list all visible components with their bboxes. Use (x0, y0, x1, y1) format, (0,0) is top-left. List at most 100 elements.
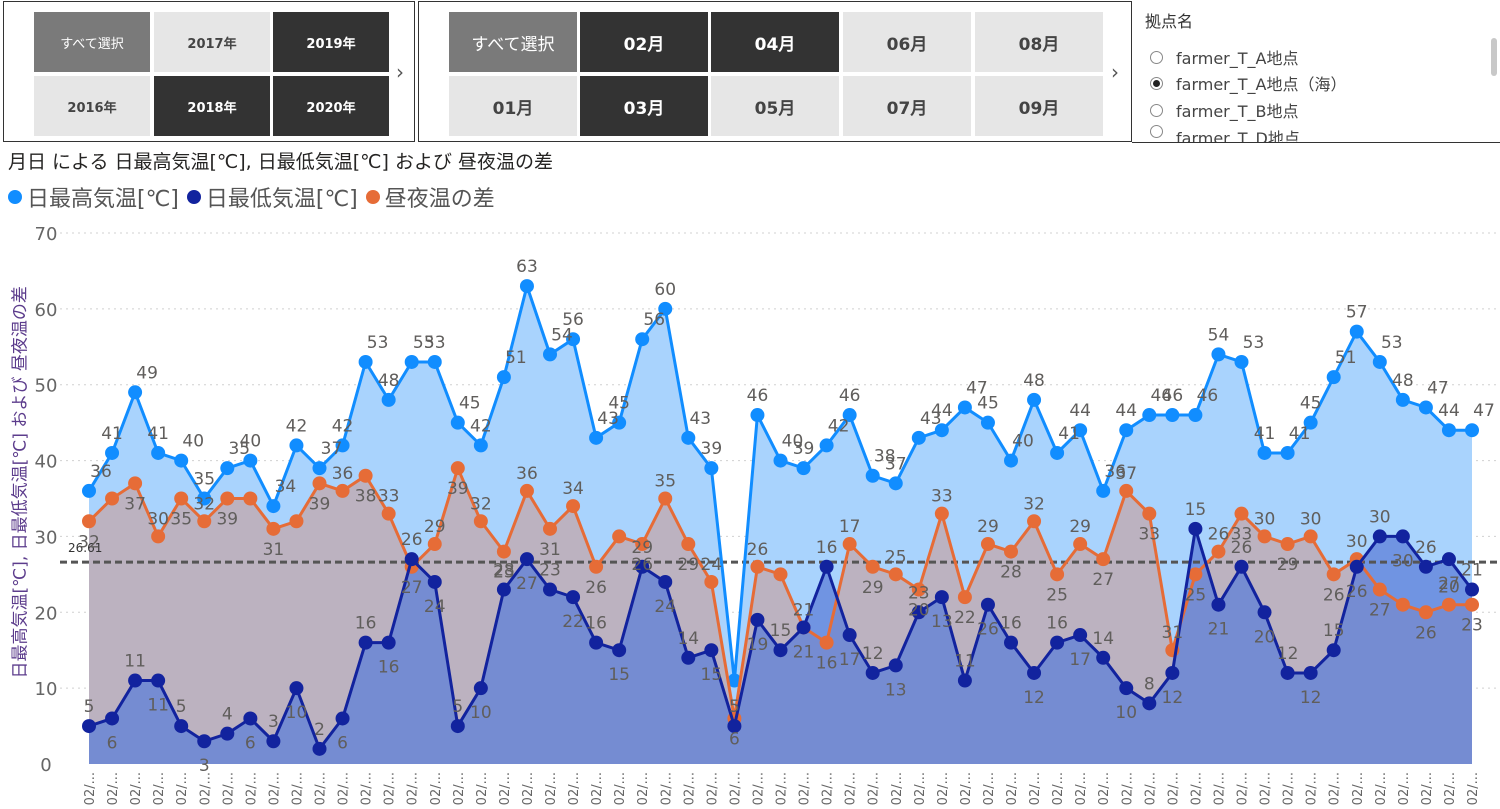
data-point[interactable] (958, 590, 972, 604)
data-point[interactable] (1211, 598, 1225, 612)
data-point[interactable] (1396, 598, 1410, 612)
radio-icon[interactable] (1150, 125, 1163, 138)
data-point[interactable] (336, 711, 350, 725)
data-point[interactable] (1373, 583, 1387, 597)
data-point[interactable] (1165, 666, 1179, 680)
data-point[interactable] (1211, 347, 1225, 361)
data-point[interactable] (1119, 484, 1133, 498)
data-point[interactable] (1235, 560, 1249, 574)
data-point[interactable] (566, 499, 580, 513)
data-point[interactable] (105, 446, 119, 460)
data-point[interactable] (1258, 529, 1272, 543)
data-point[interactable] (889, 567, 903, 581)
data-point[interactable] (1073, 537, 1087, 551)
data-point[interactable] (359, 469, 373, 483)
data-point[interactable] (220, 461, 234, 475)
data-point[interactable] (313, 742, 327, 756)
month-tile-04月[interactable]: 04月 (711, 12, 839, 72)
month-tile-08月[interactable]: 08月 (975, 12, 1103, 72)
data-point[interactable] (451, 416, 465, 430)
data-point[interactable] (750, 613, 764, 627)
data-point[interactable] (497, 370, 511, 384)
data-point[interactable] (1004, 636, 1018, 650)
data-point[interactable] (981, 537, 995, 551)
data-point[interactable] (428, 575, 442, 589)
data-point[interactable] (1327, 370, 1341, 384)
data-point[interactable] (359, 636, 373, 650)
legend-item-diff[interactable]: 昼夜温の差 (366, 181, 495, 213)
data-point[interactable] (1188, 567, 1202, 581)
month-tile-02月[interactable]: 02月 (580, 12, 708, 72)
data-point[interactable] (128, 385, 142, 399)
data-point[interactable] (750, 560, 764, 574)
data-point[interactable] (382, 393, 396, 407)
data-point[interactable] (151, 529, 165, 543)
year-tile-2019年[interactable]: 2019年 (273, 12, 389, 72)
data-point[interactable] (589, 636, 603, 650)
data-point[interactable] (336, 484, 350, 498)
data-point[interactable] (1027, 393, 1041, 407)
data-point[interactable] (151, 446, 165, 460)
data-point[interactable] (174, 492, 188, 506)
data-point[interactable] (1442, 552, 1456, 566)
data-point[interactable] (359, 355, 373, 369)
data-point[interactable] (704, 461, 718, 475)
data-point[interactable] (451, 719, 465, 733)
data-point[interactable] (1073, 628, 1087, 642)
data-point[interactable] (1142, 408, 1156, 422)
data-point[interactable] (889, 476, 903, 490)
data-point[interactable] (1050, 636, 1064, 650)
data-point[interactable] (497, 583, 511, 597)
location-option[interactable]: farmer_T_B地点 (1150, 98, 1299, 122)
data-point[interactable] (566, 590, 580, 604)
data-point[interactable] (266, 522, 280, 536)
location-option[interactable]: farmer_T_A地点 (1150, 45, 1298, 69)
data-point[interactable] (474, 438, 488, 452)
data-point[interactable] (197, 734, 211, 748)
data-point[interactable] (958, 400, 972, 414)
data-point[interactable] (889, 658, 903, 672)
data-point[interactable] (797, 461, 811, 475)
data-point[interactable] (428, 355, 442, 369)
data-point[interactable] (243, 711, 257, 725)
data-point[interactable] (428, 537, 442, 551)
data-point[interactable] (843, 537, 857, 551)
data-point[interactable] (866, 469, 880, 483)
data-point[interactable] (704, 643, 718, 657)
data-point[interactable] (704, 575, 718, 589)
data-point[interactable] (1050, 446, 1064, 460)
data-point[interactable] (1465, 423, 1479, 437)
data-point[interactable] (220, 492, 234, 506)
data-point[interactable] (1142, 696, 1156, 710)
legend-item-max[interactable]: 日最高気温[℃] (8, 181, 179, 213)
data-point[interactable] (681, 651, 695, 665)
month-tile-06月[interactable]: 06月 (843, 12, 971, 72)
location-scrollbar[interactable] (1491, 38, 1497, 76)
data-point[interactable] (1304, 529, 1318, 543)
data-point[interactable] (174, 454, 188, 468)
location-option[interactable]: farmer_T_A地点（海） (1150, 71, 1346, 95)
data-point[interactable] (1373, 355, 1387, 369)
data-point[interactable] (1419, 400, 1433, 414)
data-point[interactable] (382, 636, 396, 650)
year-tile-2018年[interactable]: 2018年 (154, 76, 270, 136)
data-point[interactable] (1442, 423, 1456, 437)
data-point[interactable] (843, 628, 857, 642)
data-point[interactable] (774, 567, 788, 581)
data-point[interactable] (1142, 507, 1156, 521)
data-point[interactable] (1119, 681, 1133, 695)
data-point[interactable] (474, 514, 488, 528)
data-point[interactable] (289, 681, 303, 695)
data-point[interactable] (1350, 560, 1364, 574)
data-point[interactable] (220, 727, 234, 741)
data-point[interactable] (820, 636, 834, 650)
data-point[interactable] (82, 719, 96, 733)
data-point[interactable] (474, 681, 488, 695)
data-point[interactable] (866, 560, 880, 574)
data-point[interactable] (935, 590, 949, 604)
data-point[interactable] (935, 507, 949, 521)
data-point[interactable] (1373, 529, 1387, 543)
data-point[interactable] (289, 438, 303, 452)
year-tile-2020年[interactable]: 2020年 (273, 76, 389, 136)
data-point[interactable] (382, 507, 396, 521)
